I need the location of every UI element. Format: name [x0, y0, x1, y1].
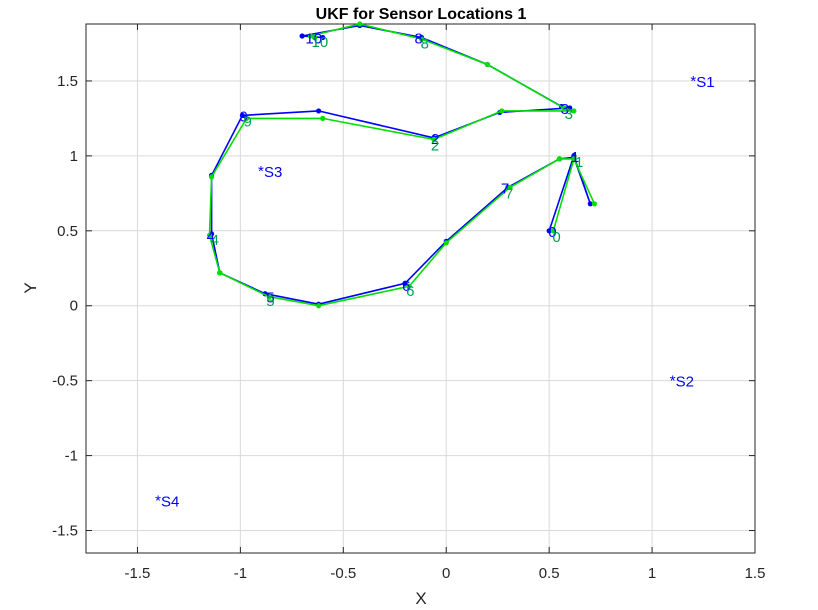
- sensor-markers: * S1* S2* S3* S4: [155, 73, 714, 511]
- sensor-marker: *: [690, 73, 696, 90]
- y-tick-label: -0.5: [52, 373, 78, 390]
- series-point-2: [418, 36, 425, 42]
- y-axis-label: Y: [21, 282, 40, 293]
- series-point-2: [591, 201, 598, 207]
- point-label-a: 6: [402, 278, 410, 295]
- point-label-a: 0: [548, 224, 556, 241]
- point-label-a: 1: [571, 149, 579, 166]
- series-point-2: [431, 136, 437, 142]
- point-label-b: 7: [505, 185, 513, 202]
- sensor-label: S2: [676, 374, 694, 391]
- point-label-b: 8: [421, 35, 429, 52]
- series-point-2: [307, 33, 313, 39]
- x-tick-label: 0: [442, 565, 450, 582]
- chart-title: UKF for Sensor Locations 1: [316, 6, 527, 23]
- series-point-2: [406, 283, 412, 289]
- point-label-a: 2: [431, 131, 439, 148]
- sensor-marker: *: [258, 163, 264, 180]
- y-tick-label: 1: [70, 148, 78, 165]
- x-axis-label: X: [415, 589, 426, 608]
- y-tick-label: 0: [70, 298, 78, 315]
- point-label-a: 4: [207, 228, 215, 245]
- point-label-b: 2: [431, 137, 439, 154]
- series-point-2: [217, 270, 223, 276]
- series-point-2: [550, 228, 556, 234]
- point-label-a: 3: [561, 101, 569, 118]
- x-tick-label: -0.5: [330, 565, 356, 582]
- series-point-1: [587, 201, 593, 207]
- series-group: [206, 21, 598, 309]
- point-label-b: 1: [575, 154, 583, 171]
- sensor-label: S4: [161, 494, 179, 511]
- point-label-b: 0: [552, 229, 560, 246]
- series-point-2: [266, 294, 272, 300]
- series-point-2: [556, 156, 563, 162]
- series-point-1: [239, 112, 246, 119]
- series-point-1: [316, 108, 322, 114]
- point-label-a: 5: [266, 290, 274, 307]
- y-tick-label: -1: [65, 448, 78, 465]
- y-tick-label: -1.5: [52, 523, 78, 540]
- series-point-2: [499, 108, 505, 114]
- series-point-2: [311, 34, 318, 41]
- series-point-2: [571, 108, 577, 114]
- series-point-2: [571, 156, 577, 162]
- sensor-label: S1: [696, 74, 714, 91]
- point-label-b: 5: [266, 293, 274, 310]
- series-point-1: [320, 34, 326, 41]
- point-label-b: 10: [311, 34, 328, 51]
- series-point-2: [443, 240, 449, 246]
- point-label-b: 3: [565, 106, 573, 123]
- x-tick-label: -1.5: [125, 565, 151, 582]
- series-point-2: [507, 184, 513, 190]
- series-point-2: [320, 115, 326, 122]
- grid-lines: [86, 24, 756, 553]
- y-tick-label: 1.5: [57, 73, 78, 90]
- point-label-b: 6: [406, 283, 414, 300]
- x-tick-label: 1.5: [745, 565, 766, 582]
- series-point-2: [560, 105, 567, 111]
- series-point-1: [299, 33, 305, 39]
- point-label-a: 10: [305, 30, 322, 47]
- axis-ticks: -1.5 -1 -0.5 0 0.5 1 1.5 -1.5 -1 -0.5 0 0.5 1 1.5: [52, 24, 765, 582]
- point-label-a: 8: [414, 30, 422, 47]
- point-label-a: 9: [240, 108, 248, 125]
- x-tick-label: -1: [234, 565, 247, 582]
- series-point-2: [208, 174, 215, 180]
- x-tick-label: 0.5: [539, 565, 560, 582]
- x-tick-label: 1: [648, 565, 656, 582]
- series-point-2: [243, 115, 250, 122]
- point-label-b: 9: [244, 113, 252, 130]
- series-point-1: [402, 280, 408, 286]
- y-tick-label: 0.5: [57, 223, 78, 240]
- point-label-b: 4: [211, 232, 219, 249]
- plot-area: [85, 23, 756, 554]
- series-point-2: [316, 303, 322, 309]
- series-point-2: [357, 21, 363, 27]
- series-point-2: [206, 232, 213, 238]
- sensor-label: S3: [264, 164, 282, 181]
- series-point-1: [546, 228, 552, 234]
- sensor-marker: *: [155, 493, 161, 510]
- point-label-a: 7: [501, 180, 509, 197]
- series-point-2: [484, 61, 490, 68]
- sensor-marker: *: [670, 373, 676, 390]
